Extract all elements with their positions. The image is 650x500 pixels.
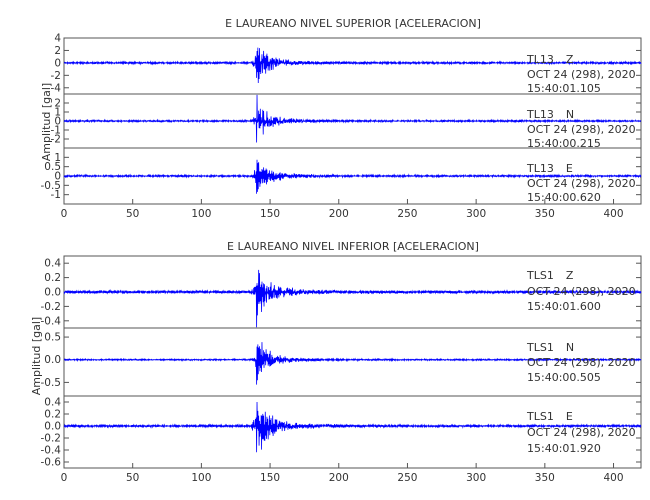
y-tick-label: 0.4 [44,397,61,409]
y-tick-label: -0.6 [41,457,62,469]
x-tick-label: 0 [61,208,68,220]
x-axis: 0 50 100 150 200 250 300 350 400 [61,463,624,484]
y-tick-label: 0.4 [44,258,61,270]
y-tick-label: 2 [54,45,61,57]
y-tick-label: 0.0 [44,354,61,366]
y-tick-label: 0.0 [44,287,61,299]
y-tick-label: 0.0 [44,421,61,433]
trace-station-label: TLS1 N [526,341,574,354]
seismogram-trace [63,159,642,194]
y-tick-label: -0.4 [41,445,62,457]
y-tick-label: -0.5 [41,377,62,389]
chart-nivel-superior: E LAUREANO NIVEL SUPERIOR [ACELERACION] … [40,17,642,220]
y-tick-label: -0.5 [41,180,62,192]
trace-time-label: 15:40:01.600 [527,300,601,313]
y-tick-label: -0.2 [41,433,62,445]
trace-station-label: TLS1 Z [526,269,574,282]
y-tick-label: -0.4 [41,315,62,327]
x-tick-label: 100 [191,208,211,220]
y-ticks: 420-2-4 [51,33,641,94]
y-ticks: 0.40.20.0-0.2-0.4-0.6 [41,397,641,469]
y-tick-label: -1 [51,125,61,137]
trace-date-label: OCT 24 (298), 2020 [527,68,636,81]
trace-panel-z: 420-2-4 TL13 Z OCT 24 (298), 2020 15:40:0… [51,33,642,95]
y-tick-label: -0.2 [41,301,62,313]
x-tick-label: 300 [466,208,486,220]
x-tick-label: 200 [329,472,349,484]
chart-title: E LAUREANO NIVEL SUPERIOR [ACELERACION] [225,17,481,30]
y-tick-label: -4 [51,82,62,94]
x-tick-label: 150 [260,208,280,220]
seismogram-trace [63,269,642,328]
x-tick-label: 350 [535,208,555,220]
y-tick-label: 0 [54,116,61,128]
x-axis: 0 50 100 150 200 250 300 350 400 [61,199,624,220]
y-tick-label: 4 [54,33,61,45]
trace-station-label: TL13 N [526,108,574,121]
y-tick-label: 0.2 [44,272,61,284]
trace-date-label: OCT 24 (298), 2020 [527,285,636,298]
y-tick-label: -2 [51,70,61,82]
x-tick-label: 350 [535,472,555,484]
trace-panel-e: 0.40.20.0-0.2-0.4-0.6 TLS1 E OCT 24 (298)… [41,395,642,469]
x-tick-label: 300 [466,472,486,484]
seismogram-trace [63,342,642,385]
y-tick-label: 1 [54,107,61,119]
chart-nivel-inferior: E LAUREANO NIVEL INFERIOR [ACELERACION] … [30,240,642,484]
trace-time-label: 15:40:00.620 [527,191,601,204]
y-tick-label: 2 [54,98,61,110]
y-ticks: 0.5 0.0 -0.5 [41,332,641,389]
trace-panel-e: 10.50-0.5-1 TL13 E OCT 24 (298), 2020 15:… [41,147,642,205]
x-tick-label: 50 [126,208,139,220]
trace-time-label: 15:40:01.920 [527,442,601,455]
seismogram-trace [63,402,642,453]
x-tick-label: 200 [329,208,349,220]
y-ticks: 0.4 0.2 0.0 -0.2 -0.4 [41,258,641,327]
x-tick-label: 100 [191,472,211,484]
x-tick-label: 250 [397,472,417,484]
y-tick-label: -1 [51,189,61,201]
x-tick-label: 0 [61,472,68,484]
trace-date-label: OCT 24 (298), 2020 [527,123,636,136]
x-tick-label: 250 [397,208,417,220]
trace-time-label: 15:40:01.105 [527,82,601,95]
trace-station-label: TLS1 E [526,410,573,423]
trace-panel-z: 0.4 0.2 0.0 -0.2 -0.4 TLS1 Z OCT 24 (298), 20… [41,255,642,329]
y-axis-label: Amplitud [gal] [30,317,43,395]
x-tick-label: 400 [604,472,624,484]
x-tick-label: 50 [126,472,139,484]
trace-panel-n: 0.5 0.0 -0.5 TLS1 N OCT 24 (298), 2020 15:4… [41,327,642,397]
y-tick-label: 0.5 [44,332,61,344]
y-tick-label: -2 [51,134,61,146]
seismogram-trace [63,47,642,83]
trace-date-label: OCT 24 (298), 2020 [527,426,636,439]
trace-station-label: TL13 E [526,162,573,175]
chart-title: E LAUREANO NIVEL INFERIOR [ACELERACION] [227,240,479,253]
trace-date-label: OCT 24 (298), 2020 [527,177,636,190]
trace-date-label: OCT 24 (298), 2020 [527,356,636,369]
x-tick-label: 150 [260,472,280,484]
trace-station-label: TL13 Z [526,53,574,66]
panel-frame [63,395,642,469]
y-tick-label: 0.2 [44,409,61,421]
trace-time-label: 15:40:00.215 [527,137,601,150]
y-axis-label: Amplitud [gal] [40,83,53,161]
trace-time-label: 15:40:00.505 [527,371,601,384]
seismogram-trace [63,94,642,143]
trace-panel-n: 210-1-2 TL13 N OCT 24 (298), 2020 15:40:0… [51,93,642,150]
y-tick-label: 0 [54,57,61,69]
y-tick-label: 0.5 [44,161,61,173]
y-tick-label: 1 [54,152,61,164]
y-tick-label: 0 [54,171,61,183]
x-tick-label: 400 [604,208,624,220]
